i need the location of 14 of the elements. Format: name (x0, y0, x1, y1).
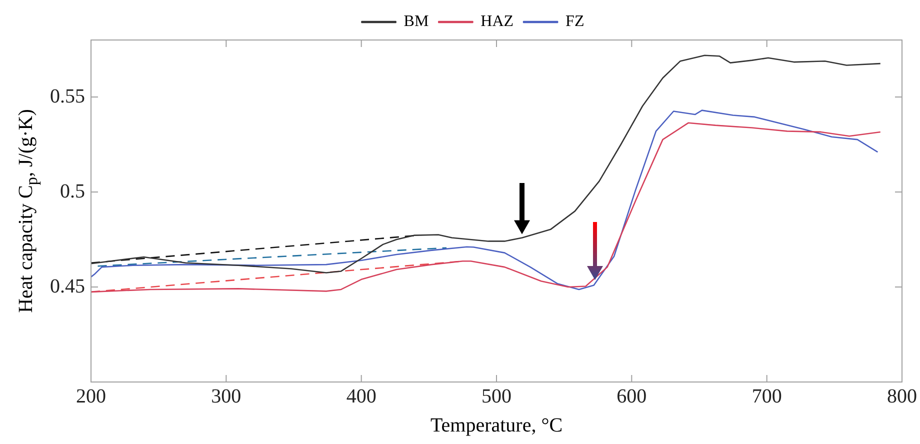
x-axis-title: Temperature, °C (430, 414, 563, 436)
x-tick-label: 700 (752, 385, 782, 408)
legend-label: FZ (566, 13, 584, 30)
x-tick-label: 400 (346, 385, 376, 408)
x-tick-label: 800 (887, 385, 917, 408)
y-tick-label: 0.5 (60, 180, 85, 202)
legend-label: HAZ (480, 13, 514, 30)
x-tick-label: 500 (482, 385, 512, 408)
y-tick-label: 0.45 (50, 275, 85, 298)
legend-label: BM (404, 13, 429, 30)
x-tick-label: 200 (76, 385, 106, 408)
x-tick-label: 300 (211, 385, 242, 408)
y-tick-label: 0.55 (50, 85, 85, 108)
x-tick-label: 600 (616, 385, 647, 408)
